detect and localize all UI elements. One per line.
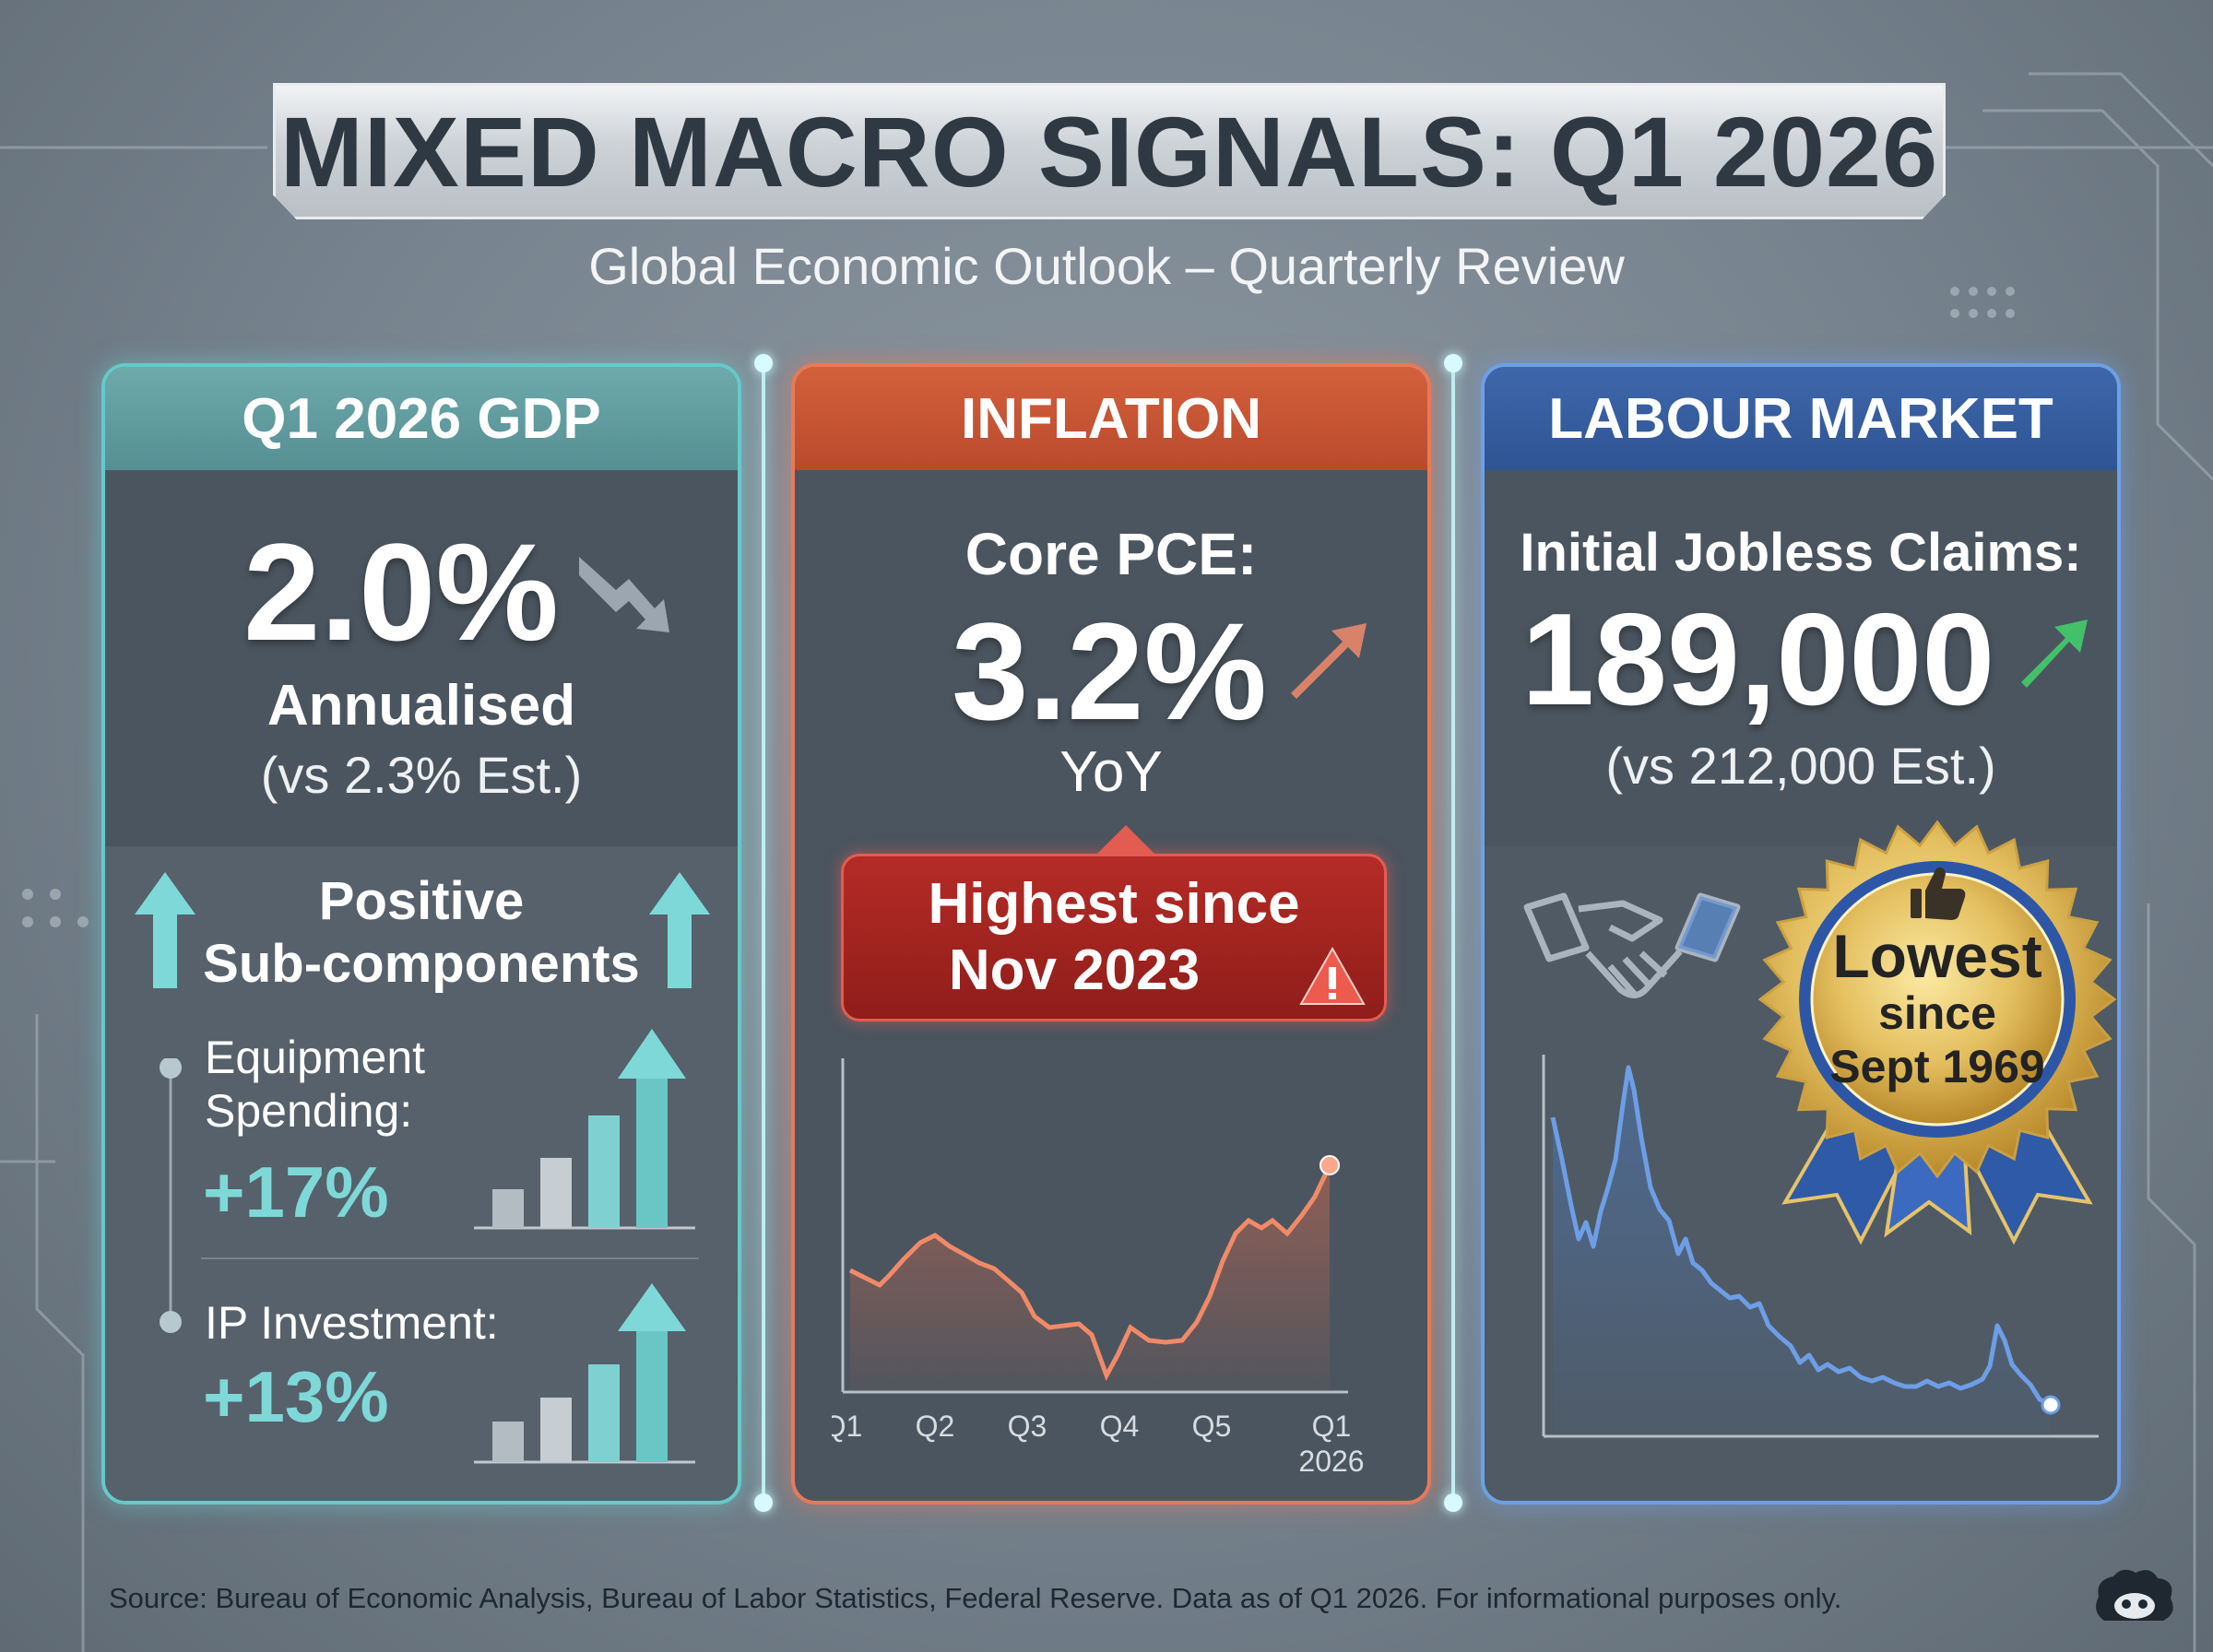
up-arrow-icon xyxy=(135,872,195,988)
item-label-2: Spending: xyxy=(205,1085,413,1137)
warning-icon xyxy=(1299,947,1366,1005)
labour-panel: LABOUR MARKET Initial Jobless Claims: 18… xyxy=(1481,363,2121,1504)
timeline-line xyxy=(160,1058,182,1333)
equipment-bar-icon xyxy=(474,1029,695,1230)
x-tick-sub-label: 2026 xyxy=(1298,1445,1364,1478)
x-tick-label: Q4 xyxy=(1100,1410,1140,1443)
up-arrow-icon xyxy=(1291,623,1367,699)
separator xyxy=(201,1257,699,1259)
badge-line-3: Sept 1969 xyxy=(1829,1041,2044,1092)
rosette-badge: Lowest since Sept 1969 xyxy=(1757,820,2117,1245)
handshake-icon xyxy=(1523,892,1741,998)
page-subtitle: Global Economic Outlook – Quarterly Revi… xyxy=(588,237,1625,295)
gdp-header: Q1 2026 GDP xyxy=(105,367,738,470)
title-plate: MIXED MACRO SIGNALS: Q1 2026 xyxy=(273,83,1946,219)
source-note: Source: Bureau of Economic Analysis, Bur… xyxy=(109,1582,1842,1614)
x-tick-label: Q3 xyxy=(1008,1410,1047,1443)
up-arrow-icon xyxy=(2021,620,2088,688)
gdp-estimate: (vs 2.3% Est.) xyxy=(260,746,583,804)
inflation-panel: INFLATION Core PCE: 3.2% YoY Highest sin… xyxy=(791,363,1431,1504)
callout-line-1: Highest since xyxy=(928,872,1300,936)
inflation-value: 3.2% xyxy=(952,594,1267,749)
gdp-subcomponents: Positive Sub-components Equipment Spendi… xyxy=(105,846,738,1501)
gdp-label: Annualised xyxy=(266,674,576,738)
labour-estimate: (vs 212,000 Est.) xyxy=(1605,737,1996,795)
labour-header: LABOUR MARKET xyxy=(1485,367,2117,470)
highest-since-callout: Highest since Nov 2023 xyxy=(841,825,1387,1021)
x-tick-label: Q1 xyxy=(1312,1410,1352,1443)
item-value: +17% xyxy=(203,1151,389,1233)
badge-line-2: since xyxy=(1878,987,1996,1039)
brand-logo xyxy=(2096,1569,2173,1621)
badge-line-1: Lowest xyxy=(1832,922,2041,990)
ip-bar-icon xyxy=(474,1283,695,1464)
x-tick-label: Q2 xyxy=(916,1410,955,1443)
inflation-unit: YoY xyxy=(1059,740,1163,804)
item-value: +13% xyxy=(203,1356,389,1437)
gdp-panel: Q1 2026 GDP 2.0% Annualised (vs 2.3% Est… xyxy=(101,363,741,1504)
labour-label: Initial Jobless Claims: xyxy=(1520,523,2082,583)
inflation-label: Core PCE: xyxy=(964,521,1258,587)
item-label-1: IP Investment: xyxy=(205,1297,499,1349)
x-tick-label: Q1 xyxy=(832,1410,862,1443)
subcomponents-title-1: Positive xyxy=(318,871,525,931)
inflation-chart: Q1 Q2 Q3 Q4 Q5 Q1 2026 xyxy=(832,1058,1365,1478)
jobless-claims-chart xyxy=(1542,1055,2099,1438)
item-label-1: Equipment xyxy=(205,1032,426,1083)
up-arrow-icon xyxy=(649,872,710,988)
down-arrow-icon xyxy=(579,557,669,632)
callout-line-2: Nov 2023 xyxy=(948,938,1201,1002)
thumbs-up-icon xyxy=(1911,867,1966,920)
x-tick-label: Q5 xyxy=(1192,1410,1232,1443)
inflation-header: INFLATION xyxy=(795,367,1427,470)
divider-right xyxy=(1444,354,1462,1512)
labour-value: 189,000 xyxy=(1521,586,1995,733)
divider-left xyxy=(754,354,773,1512)
subcomponents-title-2: Sub-components xyxy=(203,934,640,994)
gdp-value: 2.0% xyxy=(243,514,559,669)
page-title: MIXED MACRO SIGNALS: Q1 2026 xyxy=(279,95,1939,207)
